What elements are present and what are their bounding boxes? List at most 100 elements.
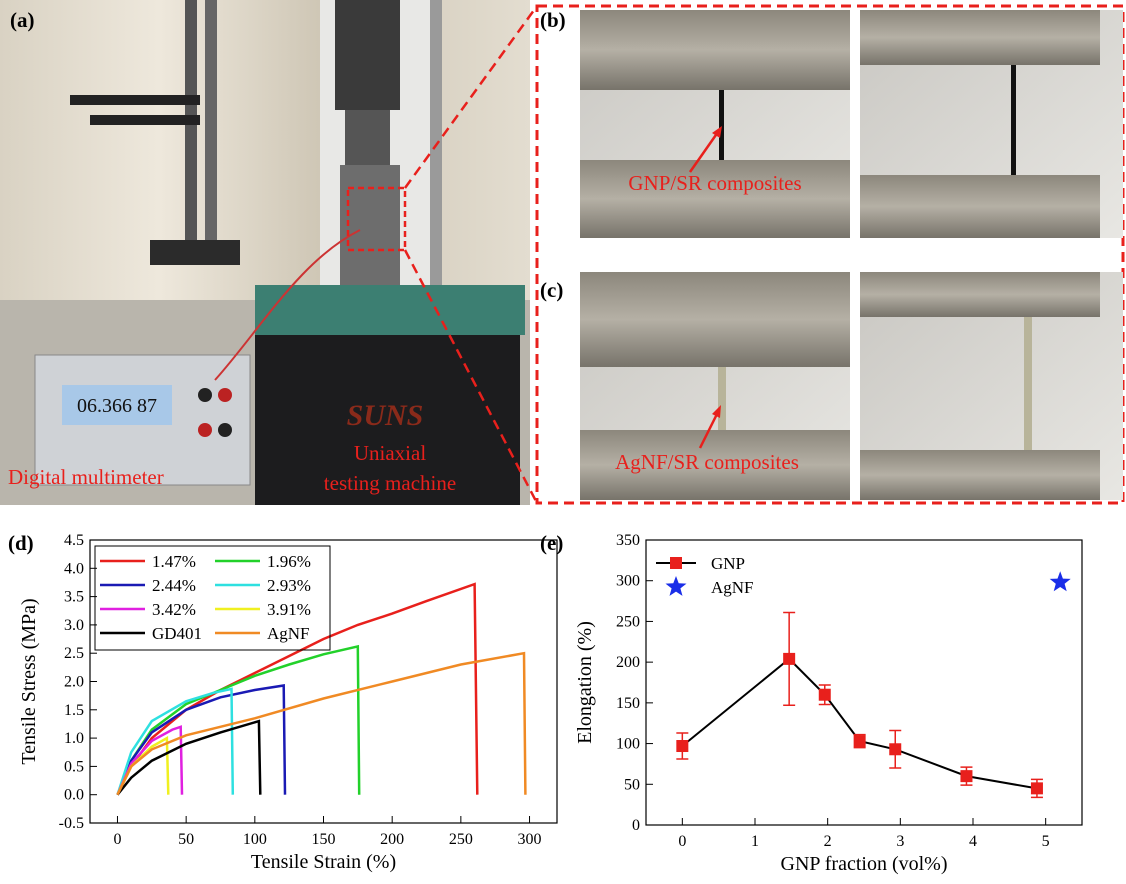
square-marker: [783, 652, 796, 665]
jack: [198, 388, 212, 402]
x-tick-label: 50: [178, 831, 194, 848]
x-tick-label: 200: [380, 831, 404, 848]
legend-label: 1.96%: [267, 552, 311, 571]
photo-c-left: [580, 272, 850, 500]
arrow-head: [712, 126, 722, 138]
annotation: Uniaxial: [354, 441, 426, 465]
panel-label: (b): [540, 8, 566, 32]
square-marker: [818, 688, 831, 701]
x-tick-label: 150: [312, 831, 336, 848]
x-tick-label: 300: [518, 831, 542, 848]
x-tick-label: 0: [678, 833, 686, 850]
y-tick-label: 2.0: [64, 674, 84, 691]
machine-rail: [430, 0, 442, 300]
x-axis-title: Tensile Strain (%): [251, 851, 396, 873]
series-line: [116, 687, 235, 796]
photo-b-c: GNP/SR composites AgNF/SR composites (b)…: [540, 8, 1123, 500]
y-tick-label: 0.5: [64, 758, 84, 775]
grip-upper: [345, 110, 390, 165]
arrow: [688, 131, 720, 173]
x-tick-label: 3: [896, 833, 904, 850]
y-tick-label: 3.0: [64, 617, 84, 634]
legend-frame: [94, 545, 331, 651]
panel-label: (d): [8, 531, 34, 555]
series-line: [116, 719, 262, 796]
legend-label: 3.42%: [152, 600, 196, 619]
y-tick-label: 50: [624, 776, 640, 793]
x-tick-label: 250: [449, 831, 473, 848]
clamp-arm: [90, 115, 200, 125]
x-tick-label: 4: [969, 833, 977, 850]
green-mat: [255, 285, 525, 335]
logo: SUNS: [347, 399, 424, 432]
square-marker: [960, 770, 973, 783]
jack: [218, 388, 232, 402]
jack: [198, 423, 212, 437]
photo-b-right: [860, 10, 1123, 238]
y-tick-label: 100: [616, 736, 640, 753]
y-tick-label: 200: [616, 654, 640, 671]
panel-label: (e): [540, 531, 563, 555]
x-tick-label: 1: [751, 833, 759, 850]
square-marker: [670, 557, 682, 569]
square-marker: [889, 743, 902, 756]
panel-label: (a): [10, 8, 35, 32]
y-tick-label: 4.0: [64, 560, 84, 577]
y-tick-label: 150: [616, 695, 640, 712]
plot-frame: [645, 539, 1083, 826]
arrow-head: [712, 405, 721, 418]
series-line: [116, 684, 287, 796]
legend-label: 2.93%: [267, 576, 311, 595]
zoom-line: [403, 5, 539, 189]
star-marker: [665, 576, 687, 596]
y-tick-label: 250: [616, 613, 640, 630]
annotation: Digital multimeter: [8, 465, 164, 489]
y-tick-label: 350: [616, 532, 640, 549]
legend-label: 3.91%: [267, 600, 311, 619]
y-tick-label: 1.0: [64, 730, 84, 747]
legend-label: AgNF: [711, 578, 754, 597]
square-marker: [676, 740, 689, 753]
x-tick-label: 100: [243, 831, 267, 848]
x-tick-label: 5: [1042, 833, 1050, 850]
y-axis-title: Elongation (%): [574, 621, 596, 744]
y-tick-label: 2.5: [64, 645, 84, 662]
legend-label: 1.47%: [152, 552, 196, 571]
square-marker: [1030, 782, 1043, 795]
clamp-arm: [70, 95, 200, 105]
y-tick-label: 1.5: [64, 702, 84, 719]
y-axis-title: Tensile Stress (MPa): [18, 598, 40, 764]
annotation: AgNF/SR composites: [615, 450, 799, 474]
grip-assembly: [340, 165, 400, 285]
y-tick-label: 4.5: [64, 532, 84, 549]
annotation: testing machine: [324, 471, 456, 495]
multimeter-display: [62, 385, 172, 425]
legend-label: AgNF: [267, 624, 310, 643]
y-tick-label: -0.5: [59, 815, 84, 832]
legend-label: GD401: [152, 624, 202, 643]
x-tick-label: 2: [824, 833, 832, 850]
series-line: [116, 651, 527, 796]
panel-label: (c): [540, 278, 563, 302]
photo-c-right: [860, 272, 1123, 500]
stand-rod: [205, 0, 217, 250]
y-tick-label: 0.0: [64, 787, 84, 804]
zoom-frame: [535, 4, 1125, 505]
series-line: [681, 657, 1038, 790]
y-tick-label: 0: [632, 817, 640, 834]
probe-wire: [214, 229, 361, 381]
annotation: GNP/SR composites: [628, 171, 801, 195]
jack: [218, 423, 232, 437]
star-marker: [1049, 571, 1071, 592]
arrow: [698, 411, 720, 449]
legend-label: 2.44%: [152, 576, 196, 595]
load-cell: [335, 0, 400, 110]
legend-label: GNP: [711, 554, 745, 573]
machine-cabinet: [255, 335, 520, 505]
square-marker: [853, 735, 866, 748]
x-axis-title: GNP fraction (vol%): [781, 853, 948, 875]
photo-b-left: [580, 10, 850, 238]
photo-a: SUNS 06.366 87 (a) Digital multimeter Un…: [0, 0, 530, 505]
y-tick-label: 3.5: [64, 589, 84, 606]
